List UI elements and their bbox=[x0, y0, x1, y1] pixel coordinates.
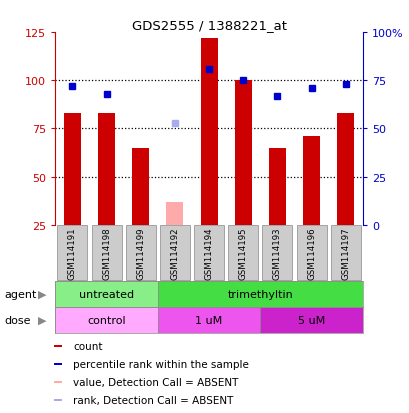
Text: agent: agent bbox=[4, 289, 36, 299]
Bar bbox=[64, 114, 81, 225]
Text: dose: dose bbox=[4, 315, 31, 325]
Text: GSM114192: GSM114192 bbox=[170, 227, 179, 279]
Text: GSM114198: GSM114198 bbox=[102, 227, 111, 279]
Bar bbox=[296, 225, 326, 280]
Bar bbox=[157, 307, 260, 333]
Bar bbox=[260, 307, 362, 333]
Bar bbox=[262, 225, 292, 280]
Bar bbox=[55, 307, 157, 333]
Bar bbox=[160, 225, 189, 280]
Text: GSM114195: GSM114195 bbox=[238, 227, 247, 279]
Bar bbox=[336, 114, 353, 225]
Text: ▶: ▶ bbox=[38, 289, 47, 299]
Bar bbox=[54, 345, 62, 347]
Text: GSM114199: GSM114199 bbox=[136, 227, 145, 279]
Text: GSM114196: GSM114196 bbox=[306, 227, 315, 279]
Bar bbox=[57, 225, 87, 280]
Bar bbox=[98, 114, 115, 225]
Text: trimethyltin: trimethyltin bbox=[227, 289, 292, 299]
Text: rank, Detection Call = ABSENT: rank, Detection Call = ABSENT bbox=[73, 395, 233, 405]
Bar bbox=[54, 381, 62, 383]
Text: untreated: untreated bbox=[79, 289, 134, 299]
Text: GSM114197: GSM114197 bbox=[340, 227, 349, 279]
Text: GSM114191: GSM114191 bbox=[68, 227, 77, 279]
Bar bbox=[234, 81, 251, 225]
Text: GSM114194: GSM114194 bbox=[204, 227, 213, 279]
Bar bbox=[330, 225, 360, 280]
Bar bbox=[91, 225, 121, 280]
Bar bbox=[55, 281, 157, 307]
Bar bbox=[302, 137, 319, 225]
Title: GDS2555 / 1388221_at: GDS2555 / 1388221_at bbox=[131, 19, 286, 32]
Bar bbox=[132, 148, 149, 225]
Text: count: count bbox=[73, 341, 102, 351]
Bar bbox=[268, 148, 285, 225]
Text: GSM114193: GSM114193 bbox=[272, 227, 281, 279]
Bar bbox=[157, 281, 362, 307]
Bar bbox=[126, 225, 155, 280]
Bar bbox=[228, 225, 258, 280]
Text: percentile rank within the sample: percentile rank within the sample bbox=[73, 359, 248, 369]
Bar bbox=[54, 399, 62, 401]
Text: 5 uM: 5 uM bbox=[297, 315, 324, 325]
Bar bbox=[193, 225, 224, 280]
Text: control: control bbox=[87, 315, 126, 325]
Bar bbox=[166, 202, 183, 225]
Bar bbox=[54, 363, 62, 365]
Bar bbox=[200, 39, 217, 225]
Text: value, Detection Call = ABSENT: value, Detection Call = ABSENT bbox=[73, 377, 238, 387]
Text: 1 uM: 1 uM bbox=[195, 315, 222, 325]
Text: ▶: ▶ bbox=[38, 315, 47, 325]
